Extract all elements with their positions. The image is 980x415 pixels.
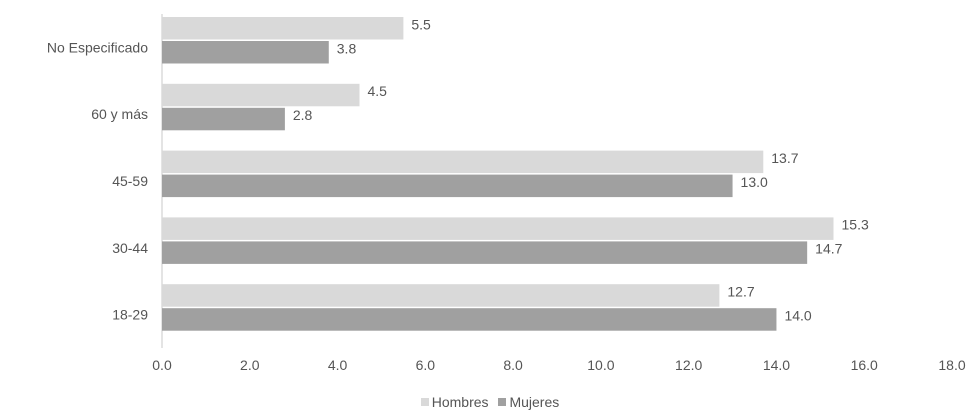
bar-hombres [162, 83, 360, 107]
data-label-hombres: 5.5 [411, 16, 431, 32]
x-tick-label: 10.0 [587, 357, 614, 373]
x-tick-label: 6.0 [416, 357, 436, 373]
x-tick-label: 0.0 [152, 357, 172, 373]
x-tick-label: 16.0 [851, 357, 878, 373]
bar-hombres [162, 150, 764, 174]
bar-chart: 5.5 3.8 4.5 2.8 13.713.0 15.314.7 12.7 14.0 0.0… [47, 14, 966, 373]
bar-mujeres [162, 41, 329, 64]
bar-hombres [162, 17, 404, 40]
category-label: No Especificado [47, 39, 148, 55]
data-labels: 5.5 3.8 4.5 2.8 13.713.0 15.314.7 12.7 14.0 [293, 16, 869, 323]
x-tick-label: 2.0 [240, 357, 260, 373]
x-tick-labels: 0.0 2.0 4.0 6.0 8.0 10.0 12.0 14.0 16.0 18.0 [152, 357, 966, 373]
data-label-mujeres: 2.8 [293, 107, 313, 123]
x-tick-label: 4.0 [328, 357, 348, 373]
category-label: 18-29 [112, 307, 148, 323]
bars [162, 17, 834, 331]
x-tick-label: 8.0 [503, 357, 523, 373]
category-label: 45-59 [112, 173, 148, 189]
category-label: 30-44 [112, 240, 148, 256]
x-tick-label: 18.0 [938, 357, 965, 373]
legend-item-hombres: Hombres [420, 394, 489, 410]
category-label: 60 y más [91, 106, 148, 122]
data-label-mujeres: 13.0 [741, 174, 768, 190]
data-label-hombres: 13.7 [771, 150, 798, 166]
data-label-hombres: 4.5 [368, 83, 388, 99]
legend-item-mujeres: Mujeres [498, 394, 559, 410]
data-label-mujeres: 3.8 [337, 40, 357, 56]
legend-swatch-hombres [420, 398, 429, 406]
bar-mujeres [162, 241, 808, 264]
legend-label-mujeres: Mujeres [509, 394, 560, 410]
legend-label-hombres: Hombres [431, 394, 489, 410]
category-labels: No Especificado 60 y más 45-59 30-44 18-29 [47, 39, 148, 322]
x-tick-label: 14.0 [763, 357, 790, 373]
bar-mujeres [162, 174, 733, 198]
data-label-hombres: 15.3 [842, 217, 869, 233]
bar-mujeres [162, 308, 777, 331]
legend: Hombres Mujeres [0, 393, 980, 410]
data-label-hombres: 12.7 [727, 283, 754, 299]
bar-hombres [162, 284, 720, 307]
bar-mujeres [162, 107, 285, 131]
bar-hombres [162, 217, 834, 240]
legend-swatch-mujeres [498, 398, 507, 406]
data-label-mujeres: 14.7 [815, 241, 842, 257]
data-label-mujeres: 14.0 [784, 307, 811, 323]
x-tick-label: 12.0 [675, 357, 702, 373]
